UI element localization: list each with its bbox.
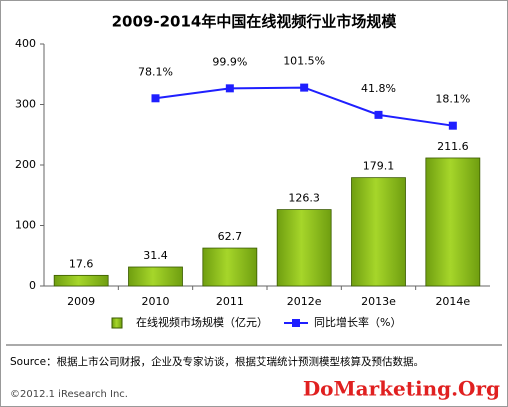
x-tick-label: 2012e	[287, 295, 322, 308]
legend-label: 在线视频市场规模（亿元）	[136, 315, 268, 329]
line-label: 18.1%	[435, 93, 470, 106]
line-label: 101.5%	[283, 55, 325, 68]
bar	[202, 247, 258, 287]
chart-title: 2009-2014年中国在线视频行业市场规模	[112, 13, 398, 31]
y-tick-label: 200	[15, 158, 36, 171]
bar-label: 179.1	[363, 160, 395, 173]
x-tick-label: 2014e	[435, 295, 470, 308]
legend-marker	[292, 319, 300, 327]
bar	[425, 157, 481, 287]
x-tick-label: 2011	[216, 295, 244, 308]
bar	[351, 177, 406, 287]
line-label: 41.8%	[361, 82, 396, 95]
line-label: 78.1%	[138, 65, 173, 78]
watermark: DoMarketing.Org	[303, 377, 500, 401]
legend-label: 同比增长率（%）	[314, 315, 401, 329]
bar-label: 31.4	[143, 249, 168, 262]
marker	[225, 84, 234, 93]
bar-label: 17.6	[69, 257, 94, 270]
marker	[151, 94, 160, 103]
y-tick-label: 100	[15, 219, 36, 232]
marker	[300, 83, 309, 92]
legend-swatch	[111, 317, 123, 329]
bar	[53, 274, 109, 287]
x-tick-label: 2009	[67, 295, 95, 308]
marker	[374, 110, 383, 119]
y-tick-label: 300	[15, 98, 36, 111]
copyright: ©2012.1 iResearch Inc.	[10, 389, 128, 400]
bar	[276, 209, 332, 287]
y-tick-label: 0	[29, 279, 36, 292]
bar-label: 126.3	[288, 192, 320, 205]
source: Source：根据上市公司财报，企业及专家访谈，根据艾瑞统计预测模型核算及预估数…	[10, 355, 424, 368]
line-label: 99.9%	[212, 55, 247, 68]
x-tick-label: 2013e	[361, 295, 396, 308]
bar-label: 211.6	[437, 140, 469, 153]
x-tick-label: 2010	[142, 295, 170, 308]
marker	[448, 121, 457, 130]
y-tick-label: 400	[15, 37, 36, 50]
bar-label: 62.7	[218, 230, 243, 243]
bar	[128, 266, 183, 287]
